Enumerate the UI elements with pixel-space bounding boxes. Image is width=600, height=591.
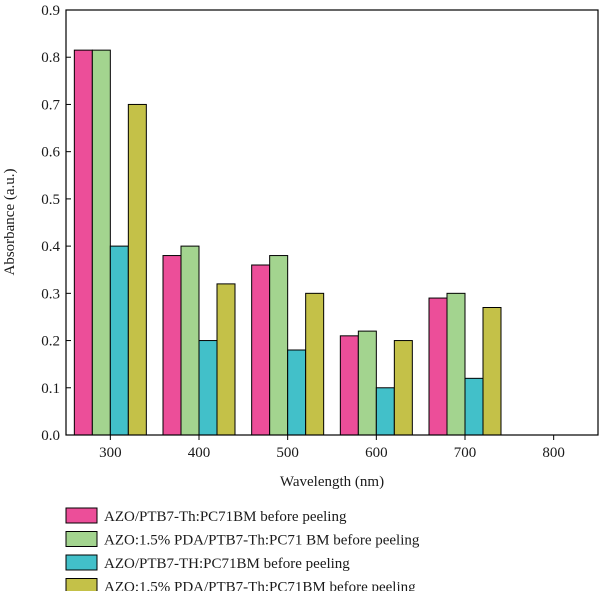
x-tick-label: 500: [276, 445, 299, 461]
bar-400-series-3: [198, 340, 218, 436]
x-axis: 300 400 500 600 700 800: [99, 435, 565, 461]
y-tick-label: 0.7: [41, 97, 60, 113]
y-tick-label: 0.9: [41, 3, 60, 19]
y-axis: 0.0 0.1 0.2 0.3 0.4 0.5 0.6 0.7 0.8 0.9: [41, 3, 71, 444]
bar-400-series-2: [180, 245, 200, 436]
bar-400-series-1: [162, 255, 182, 436]
x-tick-label: 300: [99, 445, 122, 461]
legend: AZO/PTB7-Th:PC71BM before peeling AZO:1.5…: [65, 507, 420, 591]
y-tick-label: 0.5: [41, 192, 60, 208]
y-tick-label: 0.8: [41, 50, 60, 66]
y-tick-label: 0.0: [41, 428, 60, 444]
x-tick-label: 400: [188, 445, 211, 461]
plot-frame: [65, 9, 599, 436]
bar-300-series-3: [109, 245, 129, 436]
bar-700-series-3: [464, 377, 484, 436]
legend-swatch-3: [65, 554, 98, 571]
bar-600-series-3: [375, 387, 395, 436]
legend-label-4: AZO:1.5% PDA/PTB7-Th:PC71BM before peeli…: [104, 580, 416, 591]
legend-swatch-4: [65, 578, 98, 591]
bar-700-series-1: [428, 297, 448, 436]
x-tick-label: 700: [454, 445, 477, 461]
bar-300-series-4: [127, 103, 147, 436]
bar-700-series-4: [482, 307, 502, 436]
bar-300-series-2: [91, 49, 111, 436]
bar-500-series-1: [251, 264, 271, 436]
legend-label-2: AZO:1.5% PDA/PTB7-Th:PC71 BM before peel…: [104, 533, 420, 549]
x-tick-label: 600: [365, 445, 388, 461]
legend-swatch-2: [65, 531, 98, 547]
bar-600-series-2: [357, 330, 377, 436]
bar-300-series-1: [73, 49, 93, 436]
bar-600-series-4: [393, 340, 413, 436]
y-axis-title: Absorbance (a.u.): [2, 168, 18, 275]
y-tick-label: 0.4: [41, 239, 60, 255]
y-tick-label: 0.6: [41, 145, 60, 161]
x-tick-label: 800: [542, 445, 565, 461]
legend-label-3: AZO/PTB7-TH:PC71BM before peeling: [104, 556, 350, 572]
legend-swatch-1: [65, 507, 98, 524]
bar-700-series-2: [446, 292, 466, 436]
y-tick-label: 0.2: [41, 334, 60, 350]
bar-400-series-4: [216, 283, 236, 436]
y-tick-label: 0.3: [41, 286, 60, 302]
bar-500-series-2: [269, 255, 289, 436]
y-tick-label: 0.1: [41, 381, 60, 397]
bar-500-series-3: [287, 349, 307, 436]
plot-bars: [73, 49, 502, 436]
x-axis-title: Wavelength (nm): [280, 474, 384, 490]
bar-600-series-1: [339, 335, 359, 436]
bar-500-series-4: [305, 292, 325, 436]
legend-label-1: AZO/PTB7-Th:PC71BM before peeling: [104, 509, 347, 525]
